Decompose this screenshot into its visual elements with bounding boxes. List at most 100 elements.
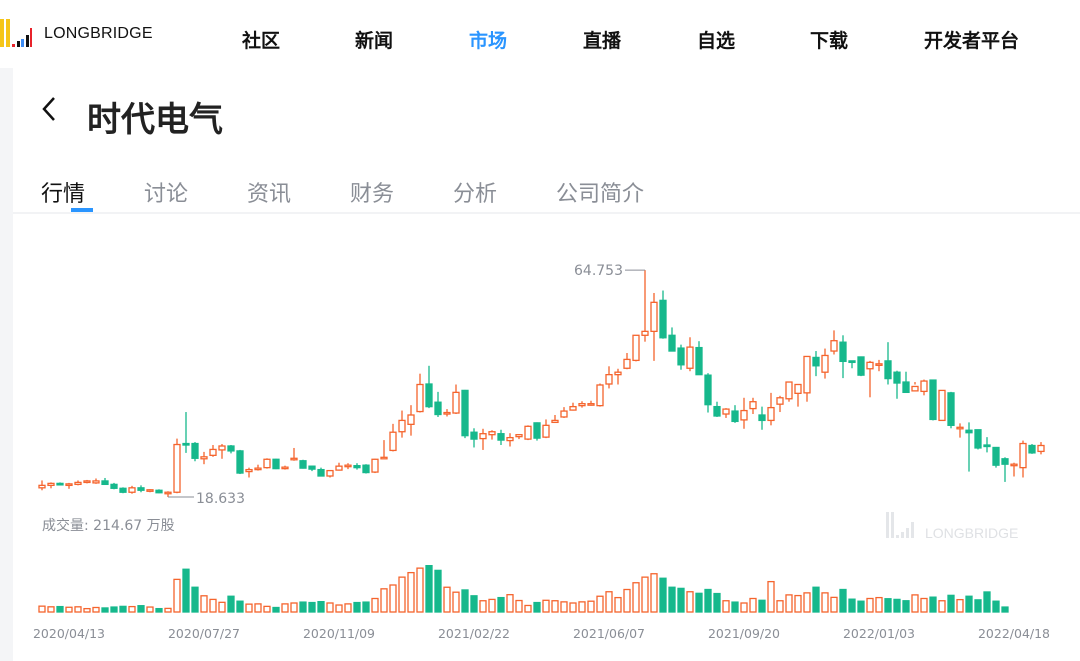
- volume-bar: [335, 604, 343, 613]
- candle-body: [839, 341, 847, 363]
- candle-body: [173, 443, 181, 493]
- candle-body: [668, 334, 676, 352]
- volume-bar: [470, 595, 478, 613]
- candle-body: [443, 411, 451, 415]
- volume-bar: [803, 592, 811, 613]
- tab-financials[interactable]: 财务: [350, 182, 395, 207]
- candle: [227, 445, 235, 454]
- volume-bar: [119, 605, 127, 613]
- candle: [119, 487, 127, 494]
- volume-bar: [956, 598, 964, 613]
- candle: [632, 334, 640, 362]
- nav-developer-platform[interactable]: 开发者平台: [924, 30, 1020, 52]
- candle-body: [731, 410, 739, 423]
- candle: [614, 368, 622, 385]
- candlestick-chart[interactable]: LONGBRIDGE 2020/04/13 2020/07/27 2020/11/0…: [0, 215, 1080, 661]
- nav-market[interactable]: 市场: [469, 30, 508, 52]
- candle-body: [425, 383, 433, 408]
- candle: [830, 330, 838, 355]
- candle-body: [434, 401, 442, 416]
- candle: [389, 423, 397, 452]
- candle-body: [740, 409, 748, 421]
- volume-bar: [128, 605, 136, 613]
- candle: [326, 469, 334, 478]
- volume-bar: [524, 604, 532, 613]
- candle-body: [479, 433, 487, 440]
- volume-bar: [857, 600, 865, 613]
- candle-body: [947, 392, 955, 426]
- volume-bar: [326, 602, 334, 613]
- candle: [362, 464, 370, 474]
- candle: [902, 371, 910, 394]
- candle: [884, 342, 892, 385]
- nav-community[interactable]: 社区: [242, 30, 281, 52]
- candle: [407, 405, 415, 436]
- candle-body: [812, 356, 820, 367]
- x-tick-label: 2020/11/09: [303, 626, 375, 641]
- tab-news[interactable]: 资讯: [247, 182, 292, 207]
- volume-bar: [875, 596, 883, 613]
- volume-bar: [677, 587, 685, 613]
- candle-body: [623, 358, 631, 369]
- candle: [263, 458, 271, 469]
- candle: [749, 397, 757, 415]
- min-price-label: 18.633: [196, 491, 245, 507]
- volume-bar: [371, 597, 379, 613]
- candle: [893, 370, 901, 399]
- candle-body: [83, 480, 91, 484]
- candle-body: [857, 356, 865, 376]
- tab-company-profile[interactable]: 公司简介: [556, 182, 645, 207]
- volume-bar: [434, 569, 442, 613]
- candle: [1028, 444, 1036, 454]
- candle: [425, 365, 433, 409]
- candle-body: [974, 429, 982, 449]
- candle-body: [902, 381, 910, 394]
- candle: [344, 463, 352, 470]
- candle: [812, 351, 820, 377]
- candle: [965, 422, 973, 472]
- candle: [317, 467, 325, 477]
- volume-bar: [290, 602, 298, 613]
- chevron-left-icon[interactable]: [41, 96, 57, 129]
- volume-bar: [812, 586, 820, 613]
- tab-analysis[interactable]: 分析: [453, 182, 498, 207]
- candle-body: [164, 491, 172, 495]
- brand-logo[interactable]: LONGBRIDGE: [0, 14, 153, 54]
- volume-bar: [218, 601, 226, 613]
- candle-body: [956, 426, 964, 430]
- candle: [497, 429, 505, 446]
- volume-bar: [839, 588, 847, 613]
- candle: [776, 395, 784, 413]
- candle: [515, 434, 523, 440]
- volume-bar: [380, 588, 388, 613]
- volume-bar: [407, 571, 415, 613]
- tab-discussion[interactable]: 讨论: [144, 182, 189, 207]
- candle: [713, 401, 721, 417]
- candle-body: [182, 442, 190, 446]
- x-tick-label: 2021/02/22: [438, 626, 510, 641]
- volume-bar: [578, 601, 586, 613]
- candle: [857, 356, 865, 377]
- candle-body: [101, 480, 109, 486]
- stock-header: 时代电气: [13, 68, 1080, 158]
- tab-quotes[interactable]: 行情: [41, 176, 93, 212]
- nav-watchlist[interactable]: 自选: [697, 30, 736, 52]
- candle: [587, 400, 595, 406]
- candle: [983, 437, 991, 453]
- tab-label: 行情: [41, 182, 86, 207]
- candle-body: [506, 436, 514, 442]
- candle: [524, 425, 532, 441]
- candle-body: [1037, 444, 1045, 453]
- volume-bar: [830, 596, 838, 613]
- candle-body: [74, 481, 82, 486]
- candle-body: [893, 371, 901, 384]
- watermark-text: LONGBRIDGE: [925, 525, 1018, 541]
- nav-live[interactable]: 直播: [583, 30, 622, 52]
- candle: [758, 406, 766, 430]
- volume-bar: [983, 591, 991, 613]
- x-tick-label: 2021/06/07: [573, 626, 645, 641]
- nav-news[interactable]: 新闻: [355, 30, 394, 52]
- candle-body: [299, 460, 307, 469]
- nav-download[interactable]: 下载: [810, 30, 849, 52]
- candle: [101, 477, 109, 486]
